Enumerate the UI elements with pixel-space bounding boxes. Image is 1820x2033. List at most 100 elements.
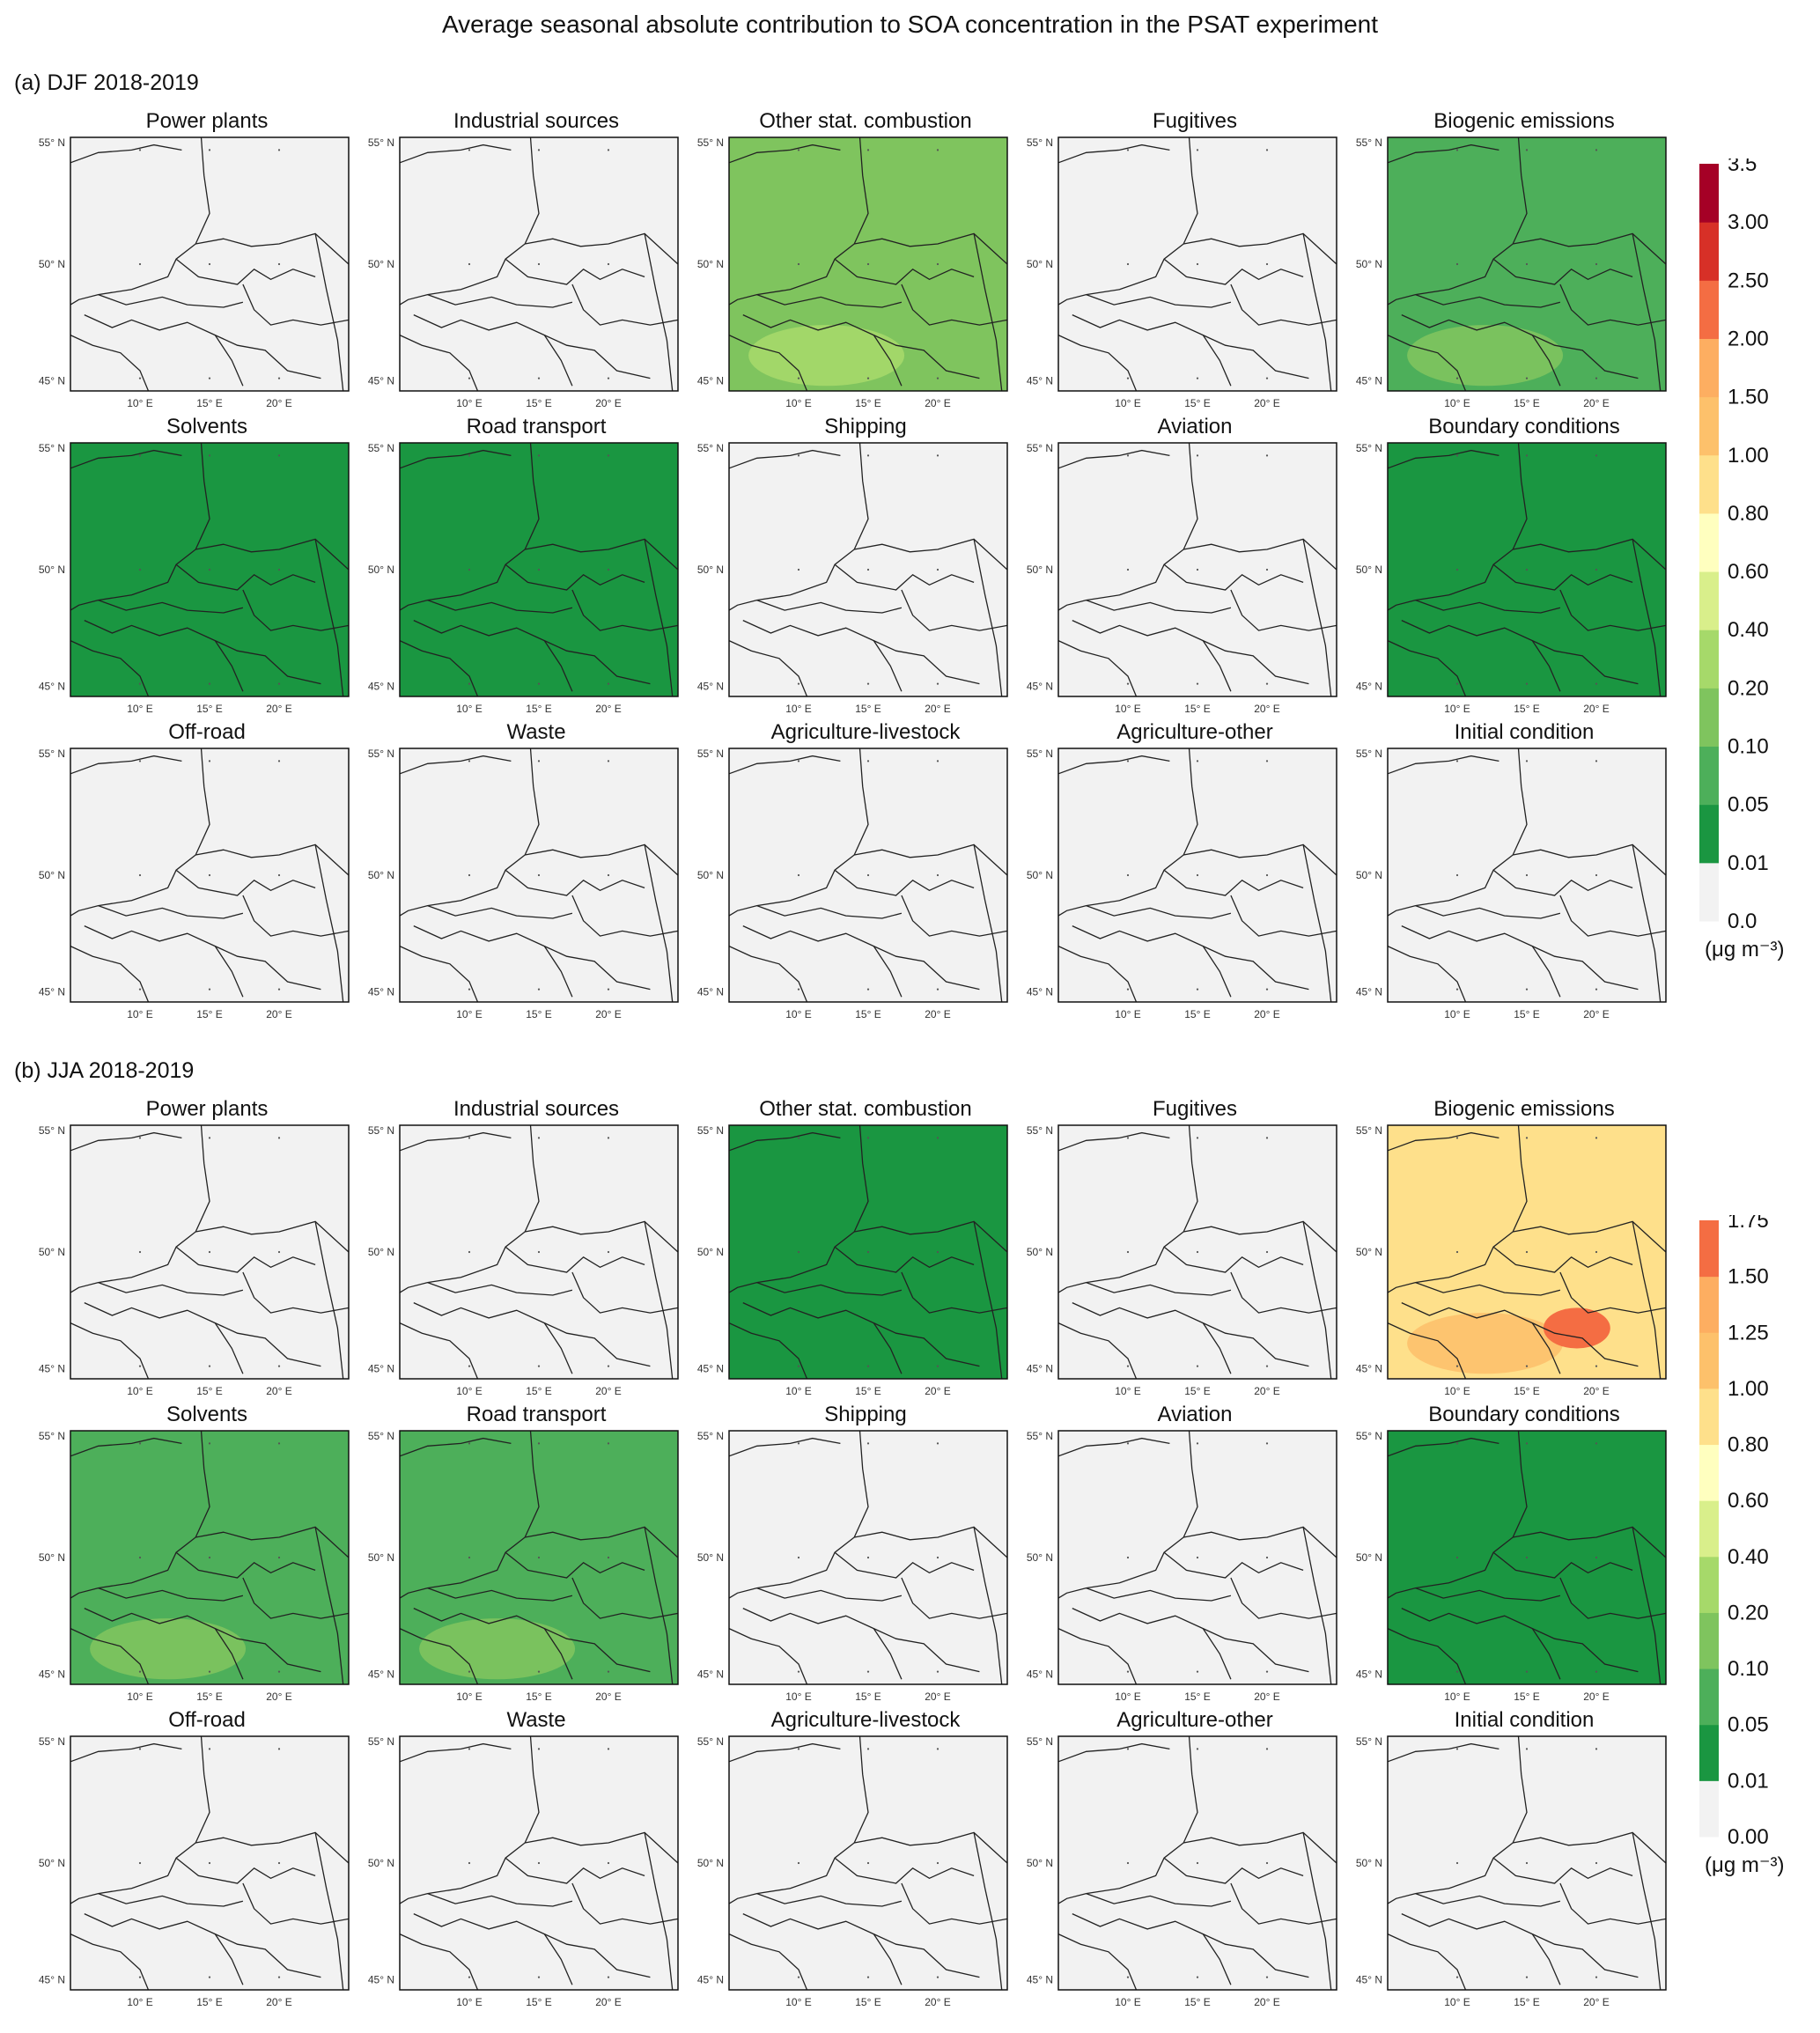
grid-dot (537, 149, 541, 151)
grid-dot (1265, 1250, 1269, 1254)
grid-dot (1265, 682, 1269, 685)
lon-tick-label: 20° E (595, 1690, 621, 1703)
grid-dot (866, 377, 870, 379)
grid-dot (1265, 1137, 1269, 1139)
lon-tick-label: 15° E (526, 703, 551, 715)
country-border (427, 1587, 573, 1602)
country-border (1559, 284, 1667, 326)
country-border (1387, 755, 1499, 775)
grid-dot (797, 988, 800, 991)
country-border (1387, 1437, 1499, 1457)
grid-dot (537, 1748, 541, 1750)
grid-dot (277, 1137, 281, 1139)
country-border (644, 539, 674, 697)
country-border (901, 1577, 1008, 1619)
country-border (1492, 563, 1633, 591)
country-border (70, 946, 150, 1003)
lat-tick-label: 45° N (1356, 1668, 1382, 1680)
country-border (1057, 755, 1170, 775)
country-border (1086, 293, 1232, 308)
map-hotspot (90, 1618, 247, 1680)
country-border (1415, 1892, 1561, 1907)
lat-tick-label: 50° N (368, 1246, 394, 1258)
map-frame (1057, 442, 1337, 697)
lon-tick-label: 10° E (1444, 703, 1470, 715)
grid-dot (936, 568, 939, 571)
grid-dot (1196, 149, 1199, 151)
country-border (543, 640, 573, 692)
country-border (70, 1131, 182, 1152)
grid-dot (468, 1861, 471, 1865)
grid-dot (1525, 1670, 1529, 1673)
grid-dot (138, 262, 142, 266)
colorbar-swatch (1699, 1220, 1719, 1278)
grid-dot (936, 1976, 939, 1978)
country-border (756, 1587, 903, 1602)
grid-dot (866, 682, 870, 685)
country-border (399, 1124, 540, 1293)
lat-tick-label: 50° N (697, 1246, 724, 1258)
lat-tick-label: 45° N (368, 1668, 394, 1680)
grid-dot (1196, 1670, 1199, 1673)
lat-tick-label: 55° N (368, 748, 394, 760)
map-svg: 55° N 50° N 45° N 10° E 15° E 20° E (697, 442, 1008, 715)
country-border (1415, 293, 1561, 308)
grid-dot (1455, 1670, 1459, 1673)
panel-title: Biogenic emissions (1433, 1097, 1615, 1121)
map-svg: 55° N 50° N 45° N 10° E 15° E 20° E (697, 748, 1008, 1020)
country-border (901, 589, 1008, 631)
colorbar-tick-label: 3.5 (1728, 158, 1757, 176)
country-border (505, 258, 645, 285)
grid-dot (607, 1365, 610, 1367)
country-border (973, 1832, 1003, 1991)
country-border (1057, 1742, 1170, 1763)
country-border (1531, 1322, 1561, 1374)
grid-dot (1455, 262, 1459, 266)
country-border (1163, 1246, 1304, 1273)
grid-dot (208, 1670, 211, 1673)
country-border (1163, 869, 1304, 896)
lat-tick-label: 55° N (1356, 1430, 1382, 1442)
grid-dot (1265, 988, 1269, 991)
country-border (1513, 1220, 1667, 1253)
country-border (70, 335, 150, 392)
grid-dot (537, 1365, 541, 1367)
grid-dot (1126, 873, 1130, 877)
grid-dot (936, 873, 939, 877)
lon-tick-label: 20° E (925, 703, 950, 715)
map-panel: Fugitives 55° N 50° N 45° N 10° E 15° E 20° E (988, 1097, 1337, 1405)
country-border (1057, 1124, 1198, 1293)
lon-tick-label: 20° E (1583, 1385, 1609, 1397)
grid-dot (208, 568, 211, 571)
colorbar-swatch (1699, 396, 1719, 456)
grid-dot (277, 1365, 281, 1367)
grid-dot (1595, 1365, 1598, 1367)
country-border (427, 904, 573, 919)
country-border (728, 1437, 841, 1457)
grid-dot (936, 988, 939, 991)
country-border (1387, 1742, 1499, 1763)
lat-tick-label: 50° N (1027, 563, 1053, 576)
lat-tick-label: 50° N (1027, 1246, 1053, 1258)
grid-dot (208, 1748, 211, 1750)
grid-dot (1265, 149, 1269, 151)
colorbar-unit: (μg m⁻³) (1705, 938, 1785, 961)
map-panel: Boundary conditions 55° N 50° N 45° N 10° E 1… (1317, 1403, 1667, 1711)
grid-dot (607, 1670, 610, 1673)
grid-dot (866, 988, 870, 991)
grid-dot (866, 760, 870, 762)
lon-tick-label: 10° E (127, 1996, 152, 2008)
lat-tick-label: 50° N (1356, 563, 1382, 576)
lat-tick-label: 55° N (1356, 1124, 1382, 1137)
grid-dot (797, 682, 800, 685)
grid-dot (468, 682, 471, 685)
country-border (1302, 1527, 1332, 1685)
lon-tick-label: 15° E (1184, 1008, 1210, 1020)
country-border (195, 538, 350, 571)
country-border (1057, 1322, 1138, 1380)
country-border (1072, 620, 1309, 685)
grid-dot (537, 262, 541, 266)
map-frame (728, 1430, 1008, 1685)
grid-dot (1196, 377, 1199, 379)
country-border (1387, 1124, 1528, 1293)
